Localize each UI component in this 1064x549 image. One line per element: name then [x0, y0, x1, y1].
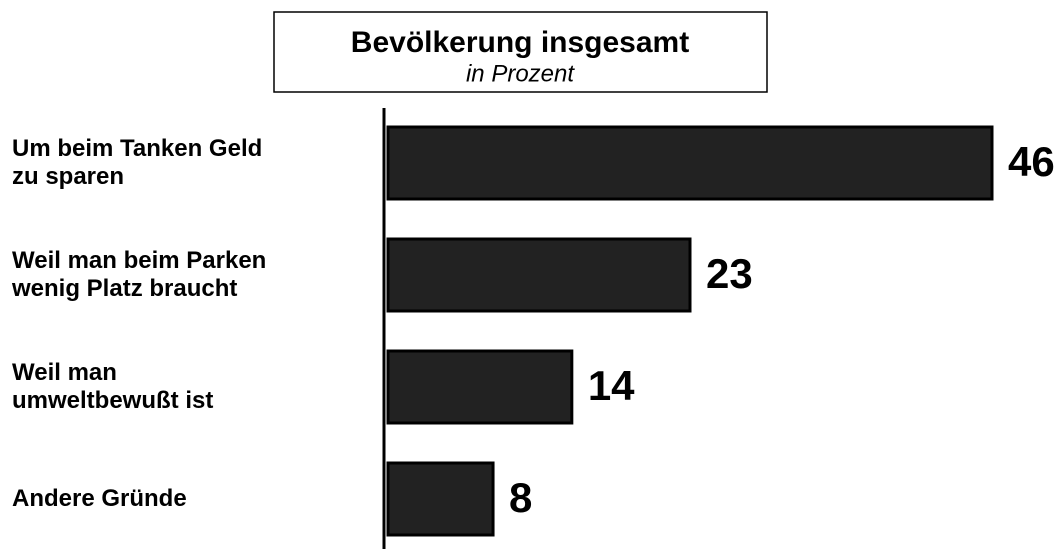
value-label: 23 [706, 250, 753, 297]
category-label: Weil man umweltbewußt ist [12, 359, 214, 414]
value-label: 8 [509, 474, 532, 521]
value-label: 46 [1008, 138, 1055, 185]
category-label: Um beim Tanken Geld zu sparen [12, 135, 263, 190]
category-label: Weil man beim Parken wenig Platz braucht [12, 247, 267, 302]
chart-subtitle: in Prozent [466, 60, 575, 87]
value-label: 14 [588, 362, 635, 409]
bar [386, 125, 994, 201]
bar [386, 461, 495, 537]
bar [386, 349, 574, 425]
category-label: Andere Gründe [12, 485, 187, 512]
bar [386, 237, 692, 313]
chart-title: Bevölkerung insgesamt [351, 26, 689, 59]
title-box [273, 11, 768, 93]
